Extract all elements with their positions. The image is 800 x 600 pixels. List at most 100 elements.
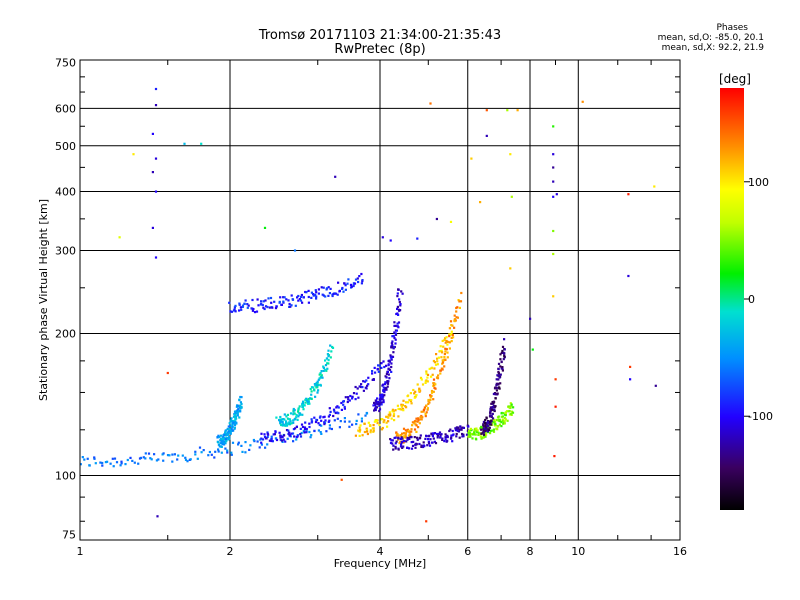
- data-point: [346, 282, 349, 285]
- data-points: [79, 87, 657, 523]
- data-point: [431, 373, 434, 376]
- data-point: [268, 306, 271, 309]
- data-point: [462, 435, 465, 438]
- data-point: [436, 357, 439, 360]
- data-point: [380, 366, 383, 369]
- y-tick-label: 600: [55, 102, 76, 115]
- data-point: [397, 321, 401, 324]
- data-point: [413, 396, 416, 399]
- data-point: [373, 408, 377, 411]
- colorbar-tick-label: -100: [748, 410, 773, 423]
- data-point: [429, 398, 432, 401]
- data-point: [120, 460, 123, 463]
- data-point: [553, 455, 556, 458]
- data-point: [396, 322, 399, 325]
- data-point: [399, 437, 402, 440]
- data-point: [398, 408, 401, 411]
- data-point: [310, 397, 313, 400]
- data-point: [93, 457, 96, 460]
- data-point: [285, 420, 288, 423]
- data-point: [157, 458, 160, 461]
- data-point: [433, 367, 436, 370]
- data-point: [501, 418, 504, 421]
- data-point: [270, 439, 273, 443]
- data-point: [455, 432, 458, 436]
- data-point: [378, 364, 381, 367]
- data-point: [482, 436, 485, 439]
- data-point: [233, 423, 237, 426]
- data-point: [244, 299, 247, 302]
- data-point: [317, 422, 320, 425]
- data-point: [419, 376, 423, 379]
- data-point: [238, 303, 241, 306]
- data-point: [473, 431, 476, 434]
- data-point: [380, 418, 383, 421]
- data-point: [476, 430, 479, 433]
- data-point: [382, 383, 385, 386]
- data-point: [224, 447, 227, 450]
- data-point: [531, 348, 534, 351]
- data-point: [488, 415, 492, 418]
- data-point: [289, 412, 293, 415]
- data-point: [399, 304, 402, 307]
- data-point: [406, 401, 410, 404]
- data-point: [300, 293, 303, 297]
- data-point: [409, 433, 412, 436]
- data-point: [322, 286, 325, 289]
- data-point: [496, 428, 499, 431]
- data-point: [343, 405, 346, 409]
- data-point: [490, 408, 493, 411]
- data-point: [393, 321, 396, 324]
- data-point: [418, 422, 421, 425]
- data-point: [499, 373, 502, 376]
- data-point: [144, 457, 147, 460]
- data-point: [389, 413, 392, 416]
- data-point: [225, 429, 228, 432]
- data-point: [432, 359, 435, 363]
- data-point: [388, 377, 391, 380]
- data-point: [283, 413, 286, 416]
- data-point: [137, 462, 140, 465]
- data-point: [509, 402, 512, 405]
- data-point: [151, 132, 154, 135]
- data-point: [230, 310, 234, 313]
- phase-stats-x: mean, sd,X: 92.2, 21.9: [661, 43, 764, 53]
- data-point: [88, 464, 91, 467]
- data-point: [494, 424, 497, 427]
- data-point: [457, 299, 460, 302]
- data-point: [346, 400, 349, 404]
- data-point: [400, 405, 403, 408]
- data-point: [499, 353, 502, 356]
- data-point: [202, 449, 205, 452]
- data-point: [231, 422, 234, 425]
- data-point: [290, 422, 293, 425]
- data-point: [315, 297, 318, 300]
- data-point: [373, 401, 376, 404]
- data-point: [344, 288, 347, 291]
- data-point: [492, 428, 496, 431]
- data-point: [83, 458, 86, 461]
- data-point: [405, 406, 408, 409]
- data-point: [424, 412, 427, 415]
- data-point: [106, 460, 109, 463]
- data-point: [229, 310, 232, 313]
- data-point: [401, 403, 404, 407]
- data-point: [299, 427, 302, 430]
- data-point: [446, 356, 449, 359]
- data-point: [439, 350, 442, 353]
- data-point: [509, 267, 512, 270]
- data-point: [239, 410, 242, 413]
- data-point: [390, 357, 393, 360]
- data-point: [286, 413, 289, 416]
- data-point: [457, 427, 460, 430]
- data-point: [482, 431, 485, 434]
- data-point: [217, 434, 220, 437]
- data-point: [356, 387, 359, 390]
- data-point: [325, 357, 328, 360]
- data-point: [372, 427, 375, 430]
- data-point: [501, 415, 504, 418]
- data-point: [358, 426, 361, 429]
- data-point: [495, 418, 498, 422]
- data-point: [401, 292, 404, 295]
- data-point: [398, 300, 401, 304]
